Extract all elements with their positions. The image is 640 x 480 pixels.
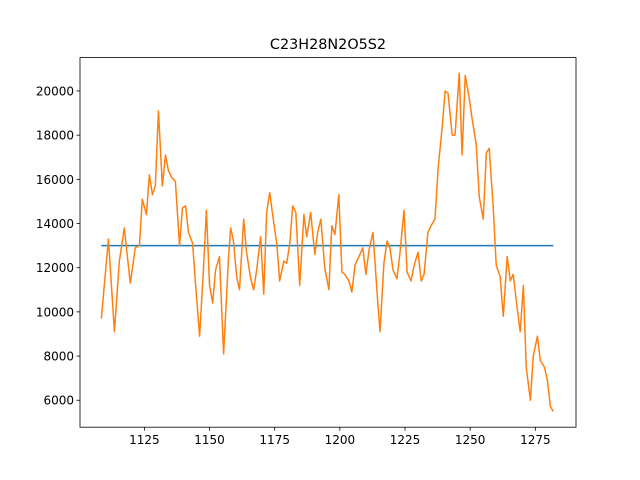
- data-line: [100, 72, 554, 412]
- x-tick-label: 1150: [194, 433, 225, 447]
- x-tick-label: 1250: [455, 433, 486, 447]
- y-tick-label: 16000: [36, 173, 74, 187]
- y-tick-label: 20000: [36, 84, 74, 98]
- y-tick-label: 8000: [43, 350, 74, 364]
- x-tick-label: 1275: [520, 433, 551, 447]
- y-tick-label: 12000: [36, 261, 74, 275]
- x-tick-label: 1225: [390, 433, 421, 447]
- y-tick-label: 18000: [36, 129, 74, 143]
- x-tick-label: 1200: [325, 433, 356, 447]
- chart-title: C23H28N2O5S2: [270, 37, 386, 53]
- x-tick-label: 1125: [129, 433, 160, 447]
- x-tick-label: 1175: [259, 433, 290, 447]
- axes-frame: [79, 57, 577, 428]
- plot-area: [100, 72, 554, 412]
- y-tick-label: 14000: [36, 217, 74, 231]
- y-tick-label: 6000: [43, 394, 74, 408]
- y-tick-label: 10000: [36, 305, 74, 319]
